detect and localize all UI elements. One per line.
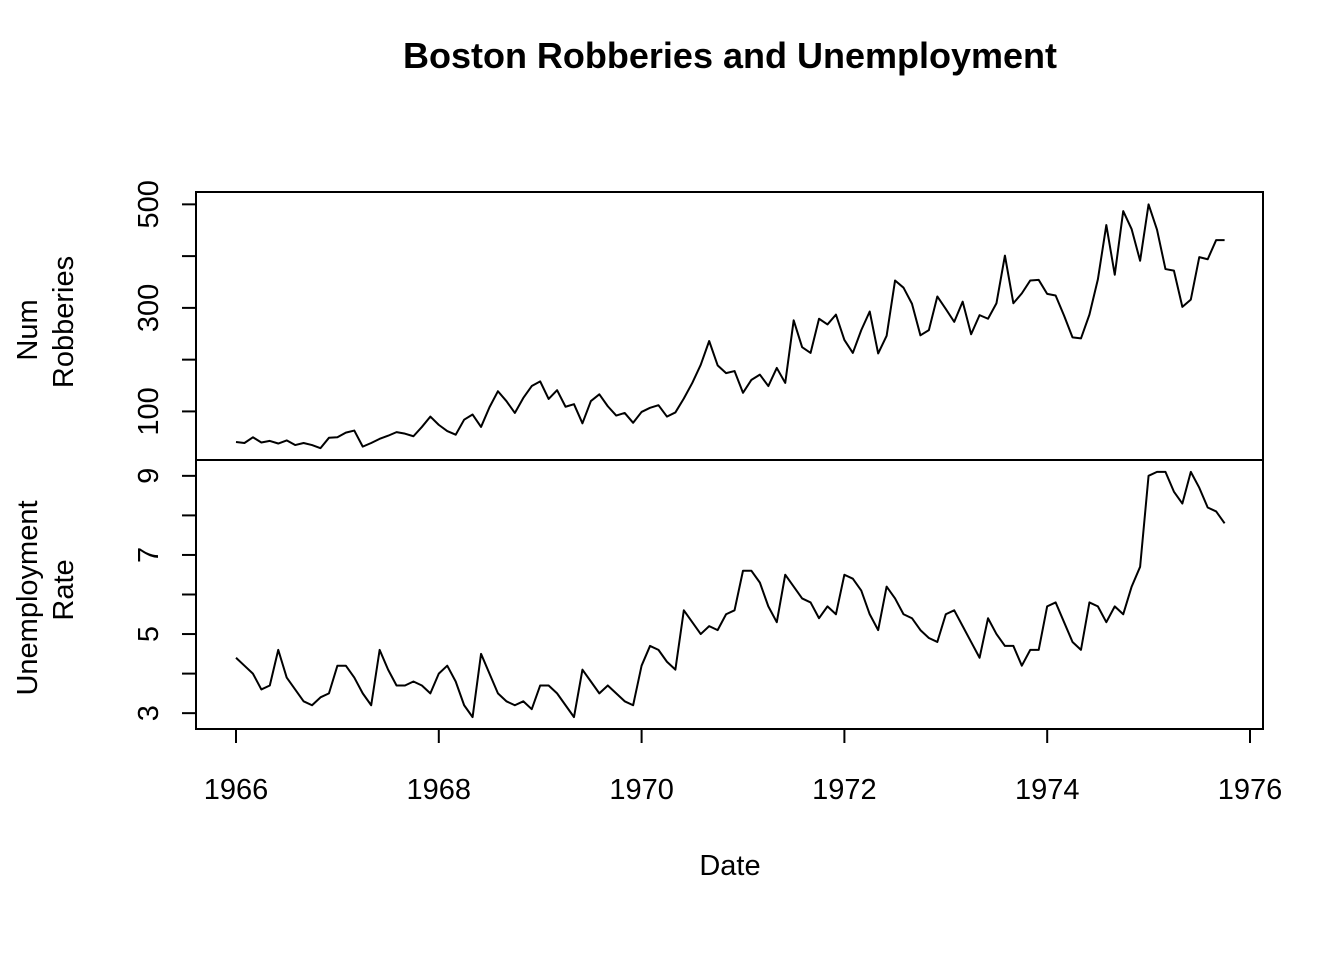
robberies-y-axis: 100 300 500 (133, 180, 196, 436)
unemployment-y-tick-label: 5 (133, 626, 165, 642)
unemployment-ylabel-line2: Rate (48, 559, 80, 620)
robberies-ylabel-line2: Robberies (48, 256, 80, 388)
robberies-ylabel-line1: Num (12, 299, 44, 360)
unemployment-y-tick-label: 3 (133, 705, 165, 721)
x-tick-label: 1970 (609, 774, 674, 806)
unemployment-y-axis: 3 5 7 9 (133, 468, 196, 721)
x-axis: 1966 1968 1970 1972 1974 1976 (204, 728, 1283, 806)
x-axis-label: Date (699, 850, 760, 882)
panel-robberies-frame (195, 191, 1264, 461)
unemployment-ylabel-line1: Unemployment (12, 500, 44, 695)
panel-unemployment: Unemployment Rate 3 5 7 9 (12, 459, 1264, 730)
unemployment-y-tick-label: 9 (133, 468, 165, 484)
x-tick-label: 1968 (407, 774, 472, 806)
panel-unemployment-frame (195, 459, 1264, 730)
unemployment-series-line (235, 470, 1226, 719)
x-tick-label: 1966 (204, 774, 269, 806)
robberies-y-tick-label: 500 (133, 180, 165, 228)
x-tick-label: 1974 (1015, 774, 1080, 806)
chart-title: Boston Robberies and Unemployment (403, 35, 1057, 76)
panel-robberies: Num Robberies 100 300 500 (12, 180, 1264, 461)
robberies-series-line (235, 203, 1225, 450)
unemployment-y-tick-label: 7 (133, 547, 165, 563)
x-tick-label: 1972 (812, 774, 877, 806)
x-tick-label: 1976 (1218, 774, 1283, 806)
robberies-y-tick-label: 300 (133, 284, 165, 332)
robberies-y-tick-label: 100 (133, 387, 165, 435)
